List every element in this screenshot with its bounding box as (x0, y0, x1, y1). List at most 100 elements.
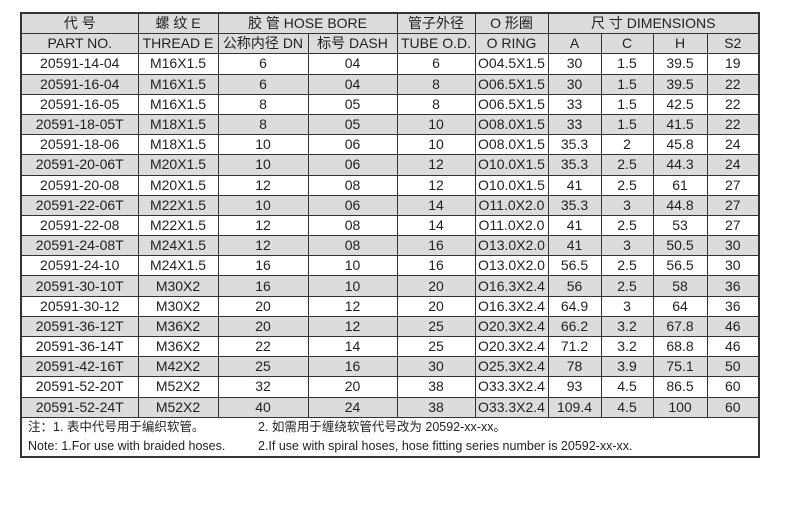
cell-h: 41.5 (652, 113, 708, 136)
cell-dn: 32 (217, 376, 309, 398)
table-row: 20591-52-24T M52X2 40 24 38 O33.3X2.4 109.4 4.5… (20, 396, 760, 418)
cell-dn: 10 (217, 134, 309, 156)
cell-tube-od: 12 (396, 154, 476, 176)
table-row: 20591-16-04 M16X1.5 6 04 8 O06.5X1.5 30 1.5 39.5… (20, 73, 760, 95)
cell-h: 56.5 (652, 255, 708, 277)
cell-thread: M20X1.5 (137, 154, 219, 176)
cell-o-ring: O11.0X2.0 (474, 194, 549, 216)
cell-s2: 46 (706, 315, 760, 338)
cell-c: 2.5 (600, 255, 654, 277)
note-en-1: Note: 1.For use with braided hoses. (28, 439, 226, 454)
cell-thread: M24X1.5 (137, 235, 219, 257)
header-c: C (600, 33, 654, 55)
cell-h: 68.8 (652, 335, 708, 358)
cell-o-ring: O25.3X2.4 (474, 356, 549, 378)
cell-o-ring: O11.0X2.0 (474, 214, 549, 237)
cell-part-no: 20591-52-20T (20, 376, 139, 398)
cell-dn: 12 (217, 214, 309, 237)
cell-h: 75.1 (652, 356, 708, 378)
cell-dn: 10 (217, 154, 309, 176)
cell-tube-od: 16 (396, 235, 476, 257)
cell-h: 53 (652, 214, 708, 237)
header-tube-od: TUBE O.D. (396, 33, 476, 55)
cell-h: 39.5 (652, 73, 708, 95)
table-row: 20591-42-16T M42X2 25 16 30 O25.3X2.4 78 3.9 75.… (20, 356, 760, 378)
cell-a: 35.3 (547, 194, 602, 216)
cell-h: 45.8 (652, 134, 708, 156)
table-row: 20591-22-08 M22X1.5 12 08 14 O11.0X2.0 41 2.5 53… (20, 214, 760, 237)
cell-a: 41 (547, 235, 602, 257)
cell-tube-od: 30 (396, 356, 476, 378)
cell-part-no: 20591-22-08 (20, 214, 139, 237)
cell-a: 64.9 (547, 295, 602, 317)
table-row: 20591-18-06 M18X1.5 10 06 10 O08.0X1.5 35.3 2 45… (20, 134, 760, 156)
cell-c: 3 (600, 295, 654, 317)
cell-h: 86.5 (652, 376, 708, 398)
cell-o-ring: O08.0X1.5 (474, 134, 549, 156)
cell-part-no: 20591-22-06T (20, 194, 139, 216)
cell-part-no: 20591-20-08 (20, 174, 139, 196)
cell-s2: 36 (706, 275, 760, 297)
cell-c: 3.2 (600, 335, 654, 358)
cell-h: 61 (652, 174, 708, 196)
cell-tube-od: 20 (396, 295, 476, 317)
cell-c: 1.5 (600, 53, 654, 75)
header-a: A (547, 33, 602, 55)
cell-part-no: 20591-16-05 (20, 93, 139, 115)
cell-tube-od: 25 (396, 335, 476, 358)
cell-s2: 60 (706, 396, 760, 418)
cell-s2: 27 (706, 214, 760, 237)
cell-h: 64 (652, 295, 708, 317)
cell-part-no: 20591-18-06 (20, 134, 139, 156)
cell-dn: 8 (217, 113, 309, 136)
cell-dn: 40 (217, 396, 309, 418)
cell-part-no: 20591-20-06T (20, 154, 139, 176)
cell-dn: 20 (217, 315, 309, 338)
header-oring-cn: O 形圈 (474, 12, 549, 35)
header-row-1: 代 号 螺 纹 E 胶 管 HOSE BORE 管子外径 O 形圈 尺 寸 DI… (20, 12, 760, 35)
cell-o-ring: O08.0X1.5 (474, 113, 549, 136)
cell-h: 42.5 (652, 93, 708, 115)
cell-tube-od: 6 (396, 53, 476, 75)
cell-tube-od: 10 (396, 134, 476, 156)
cell-part-no: 20591-16-04 (20, 73, 139, 95)
cell-tube-od: 14 (396, 214, 476, 237)
hose-fitting-table: 代 号 螺 纹 E 胶 管 HOSE BORE 管子外径 O 形圈 尺 寸 DI… (20, 12, 761, 459)
cell-c: 2.5 (600, 174, 654, 196)
cell-thread: M18X1.5 (137, 134, 219, 156)
cell-o-ring: O20.3X2.4 (474, 315, 549, 338)
cell-c: 1.5 (600, 113, 654, 136)
cell-part-no: 20591-24-08T (20, 235, 139, 257)
cell-dn: 16 (217, 275, 309, 297)
note-row-cn: 注：1. 表中代号用于编织软管。 2. 如需用于缠绕软管代号改为 20592-xx… (20, 416, 760, 437)
cell-dn: 6 (217, 53, 309, 75)
cell-c: 1.5 (600, 93, 654, 115)
cell-dn: 16 (217, 255, 309, 277)
cell-thread: M42X2 (137, 356, 219, 378)
header-dimensions: 尺 寸 DIMENSIONS (547, 12, 760, 35)
cell-thread: M36X2 (137, 315, 219, 338)
cell-o-ring: O06.5X1.5 (474, 93, 549, 115)
cell-dn: 25 (217, 356, 309, 378)
cell-s2: 36 (706, 295, 760, 317)
cell-thread: M30X2 (137, 275, 219, 297)
cell-dash: 20 (307, 376, 398, 398)
note-en-2: 2.If use with spiral hoses, hose fitting… (258, 439, 633, 454)
cell-a: 93 (547, 376, 602, 398)
cell-dash: 08 (307, 214, 398, 237)
cell-thread: M16X1.5 (137, 73, 219, 95)
cell-tube-od: 14 (396, 194, 476, 216)
cell-thread: M22X1.5 (137, 194, 219, 216)
cell-a: 41 (547, 214, 602, 237)
cell-o-ring: O10.0X1.5 (474, 154, 549, 176)
cell-o-ring: O16.3X2.4 (474, 295, 549, 317)
cell-s2: 30 (706, 255, 760, 277)
cell-o-ring: O16.3X2.4 (474, 275, 549, 297)
cell-s2: 19 (706, 53, 760, 75)
cell-dash: 04 (307, 53, 398, 75)
cell-h: 44.3 (652, 154, 708, 176)
cell-a: 35.3 (547, 154, 602, 176)
cell-s2: 22 (706, 93, 760, 115)
header-thread: THREAD E (137, 33, 219, 55)
cell-part-no: 20591-36-12T (20, 315, 139, 338)
